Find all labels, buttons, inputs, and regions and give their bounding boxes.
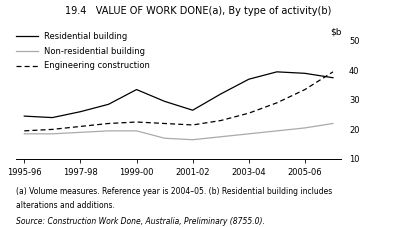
Text: (a) Volume measures. Reference year is 2004–05. (b) Residential building include: (a) Volume measures. Reference year is 2… [16, 187, 332, 196]
Text: Residential building: Residential building [44, 32, 127, 41]
Text: Engineering construction: Engineering construction [44, 61, 150, 70]
Text: Non-residential building: Non-residential building [44, 47, 145, 56]
Text: alterations and additions.: alterations and additions. [16, 201, 115, 210]
Text: Source: Construction Work Done, Australia, Preliminary (8755.0).: Source: Construction Work Done, Australi… [16, 217, 265, 226]
Text: $b: $b [330, 27, 341, 36]
Text: 19.4   VALUE OF WORK DONE(a), By type of activity(b): 19.4 VALUE OF WORK DONE(a), By type of a… [66, 6, 331, 16]
